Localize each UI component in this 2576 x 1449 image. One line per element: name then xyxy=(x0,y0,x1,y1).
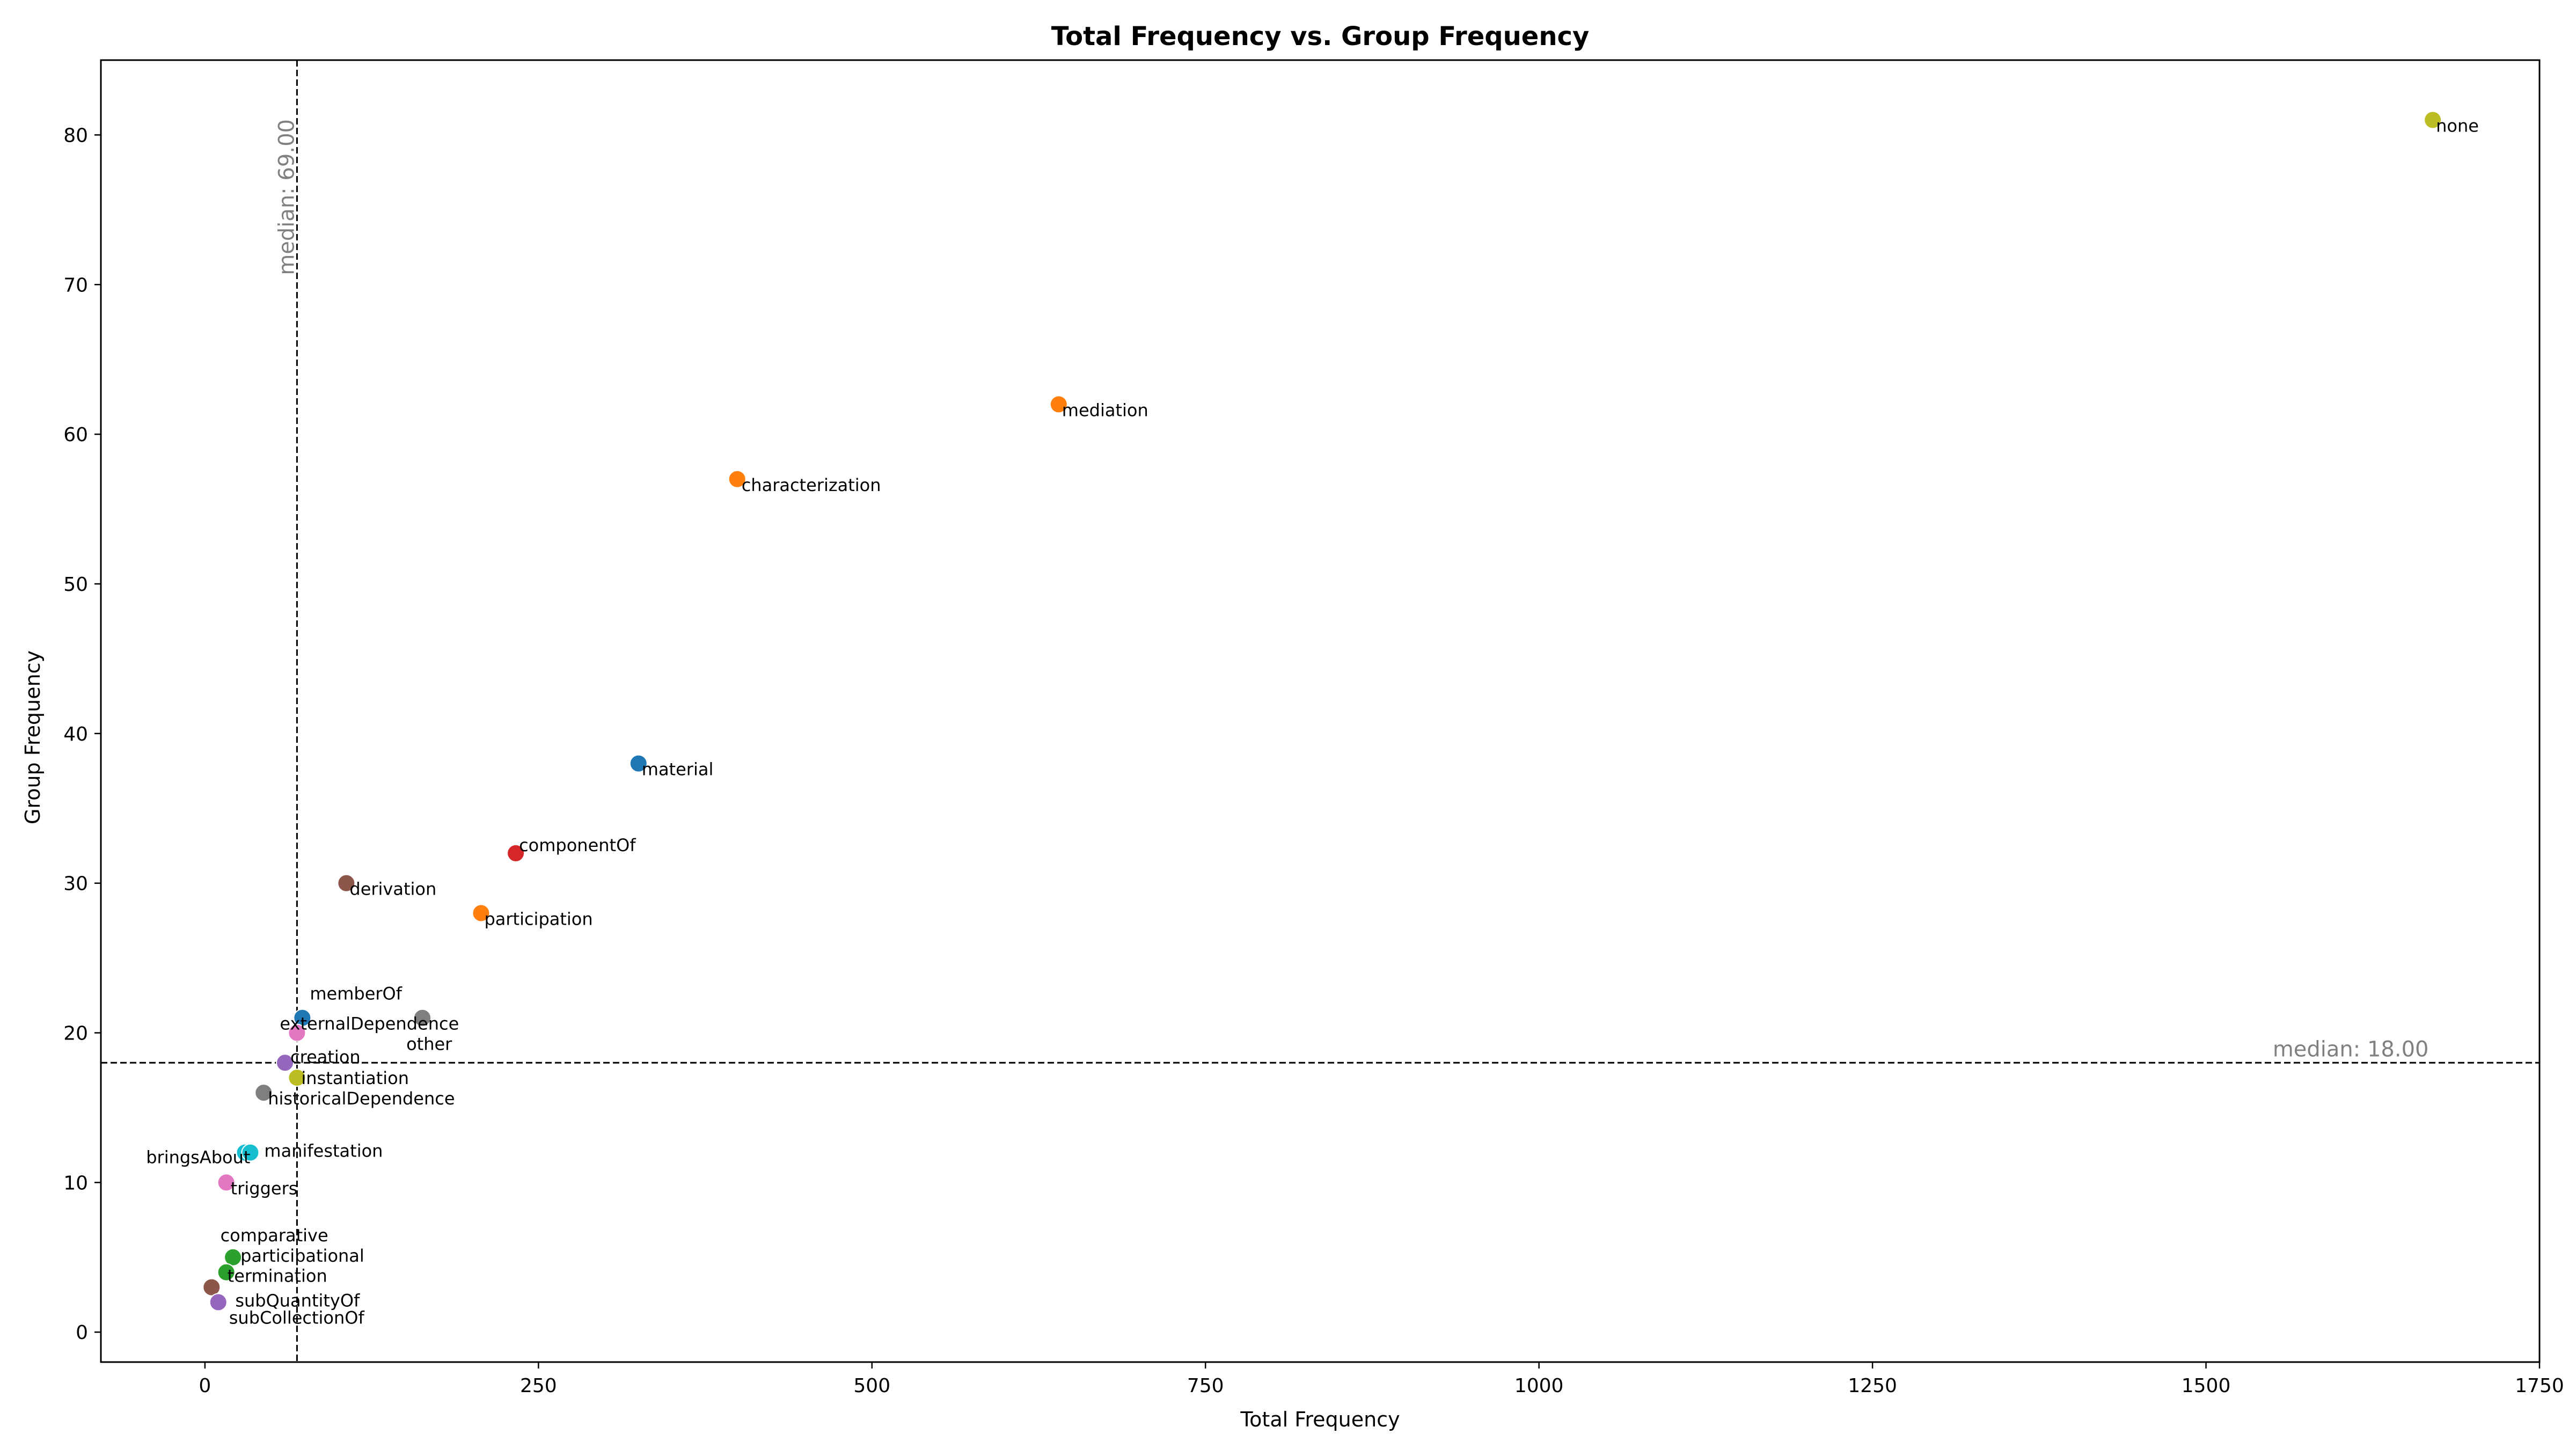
point-label: mediation xyxy=(1062,400,1148,420)
point-labels: none mediation characterization material com… xyxy=(146,116,2479,1328)
data-point-characterization xyxy=(728,470,747,488)
y-tick-label: 30 xyxy=(63,873,88,895)
axis-ticks: 0 250 500 750 1000 1250 1500 1750 0 10 20 30 40 50 60 7… xyxy=(63,125,2564,1397)
point-label: derivation xyxy=(349,879,436,899)
y-median-label: median: 18.00 xyxy=(2273,1037,2429,1062)
y-tick-label: 70 xyxy=(63,274,88,296)
point-label: participation xyxy=(484,909,592,929)
y-tick-label: 80 xyxy=(63,125,88,147)
x-tick-label: 1000 xyxy=(1514,1375,1564,1397)
data-point-componentOf xyxy=(507,844,525,862)
point-label: historicalDependence xyxy=(268,1088,455,1109)
x-tick-label: 250 xyxy=(520,1375,557,1397)
data-point-none xyxy=(2424,111,2442,129)
y-tick-label: 20 xyxy=(63,1023,88,1045)
median-lines: median: 69.00 median: 18.00 xyxy=(101,60,2540,1362)
x-tick-label: 1750 xyxy=(2515,1375,2564,1397)
data-point-material xyxy=(629,754,648,773)
y-tick-label: 0 xyxy=(76,1322,88,1344)
y-tick-label: 40 xyxy=(63,723,88,745)
point-label: creation xyxy=(290,1046,361,1067)
data-point-other xyxy=(413,1008,432,1027)
data-points xyxy=(202,111,2442,1312)
point-label: externalDependence xyxy=(280,1014,459,1034)
point-label: memberOf xyxy=(310,984,402,1004)
point-label: comparative xyxy=(221,1225,328,1246)
point-label: termination xyxy=(228,1266,327,1286)
x-tick-label: 0 xyxy=(199,1375,211,1397)
point-label: triggers xyxy=(231,1178,298,1198)
data-point-termination xyxy=(217,1263,236,1282)
x-tick-label: 750 xyxy=(1187,1375,1224,1397)
y-axis-label: Group Frequency xyxy=(21,650,45,824)
x-axis-label: Total Frequency xyxy=(1240,1408,1400,1431)
data-point-subCollectionOf xyxy=(209,1293,228,1312)
plot-frame xyxy=(100,59,2541,1363)
point-label: subCollectionOf xyxy=(229,1307,365,1328)
point-label: characterization xyxy=(742,475,881,495)
y-tick-label: 50 xyxy=(63,574,88,596)
chart-title: Total Frequency vs. Group Frequency xyxy=(1051,21,1590,52)
x-tick-label: 500 xyxy=(853,1375,890,1397)
data-point-manifestation xyxy=(241,1143,260,1162)
point-label: material xyxy=(642,759,714,780)
point-label: componentOf xyxy=(519,835,636,855)
y-tick-label: 10 xyxy=(63,1172,88,1194)
point-label: subQuantityOf xyxy=(235,1291,360,1311)
x-tick-label: 1250 xyxy=(1848,1375,1897,1397)
data-point-instantiation xyxy=(288,1069,306,1087)
data-point-creation xyxy=(276,1053,295,1072)
data-point-participational xyxy=(224,1248,243,1267)
x-median-label: median: 69.00 xyxy=(274,119,299,275)
x-tick-label: 1500 xyxy=(2182,1375,2231,1397)
data-point-participation xyxy=(472,904,491,923)
data-point-triggers xyxy=(217,1173,236,1192)
point-label: instantiation xyxy=(301,1068,409,1088)
y-tick-label: 60 xyxy=(63,424,88,446)
point-label: other xyxy=(406,1034,452,1055)
data-point-historicalDependence xyxy=(254,1084,273,1102)
point-label: participational xyxy=(240,1246,364,1266)
data-point-externalDependence xyxy=(288,1023,306,1042)
point-label: bringsAbout xyxy=(146,1147,250,1168)
data-point-subQuantityOf xyxy=(202,1278,221,1297)
point-label: manifestation xyxy=(264,1141,383,1161)
point-label: none xyxy=(2436,116,2479,136)
data-point-mediation xyxy=(1049,395,1068,414)
data-point-derivation xyxy=(337,874,356,892)
